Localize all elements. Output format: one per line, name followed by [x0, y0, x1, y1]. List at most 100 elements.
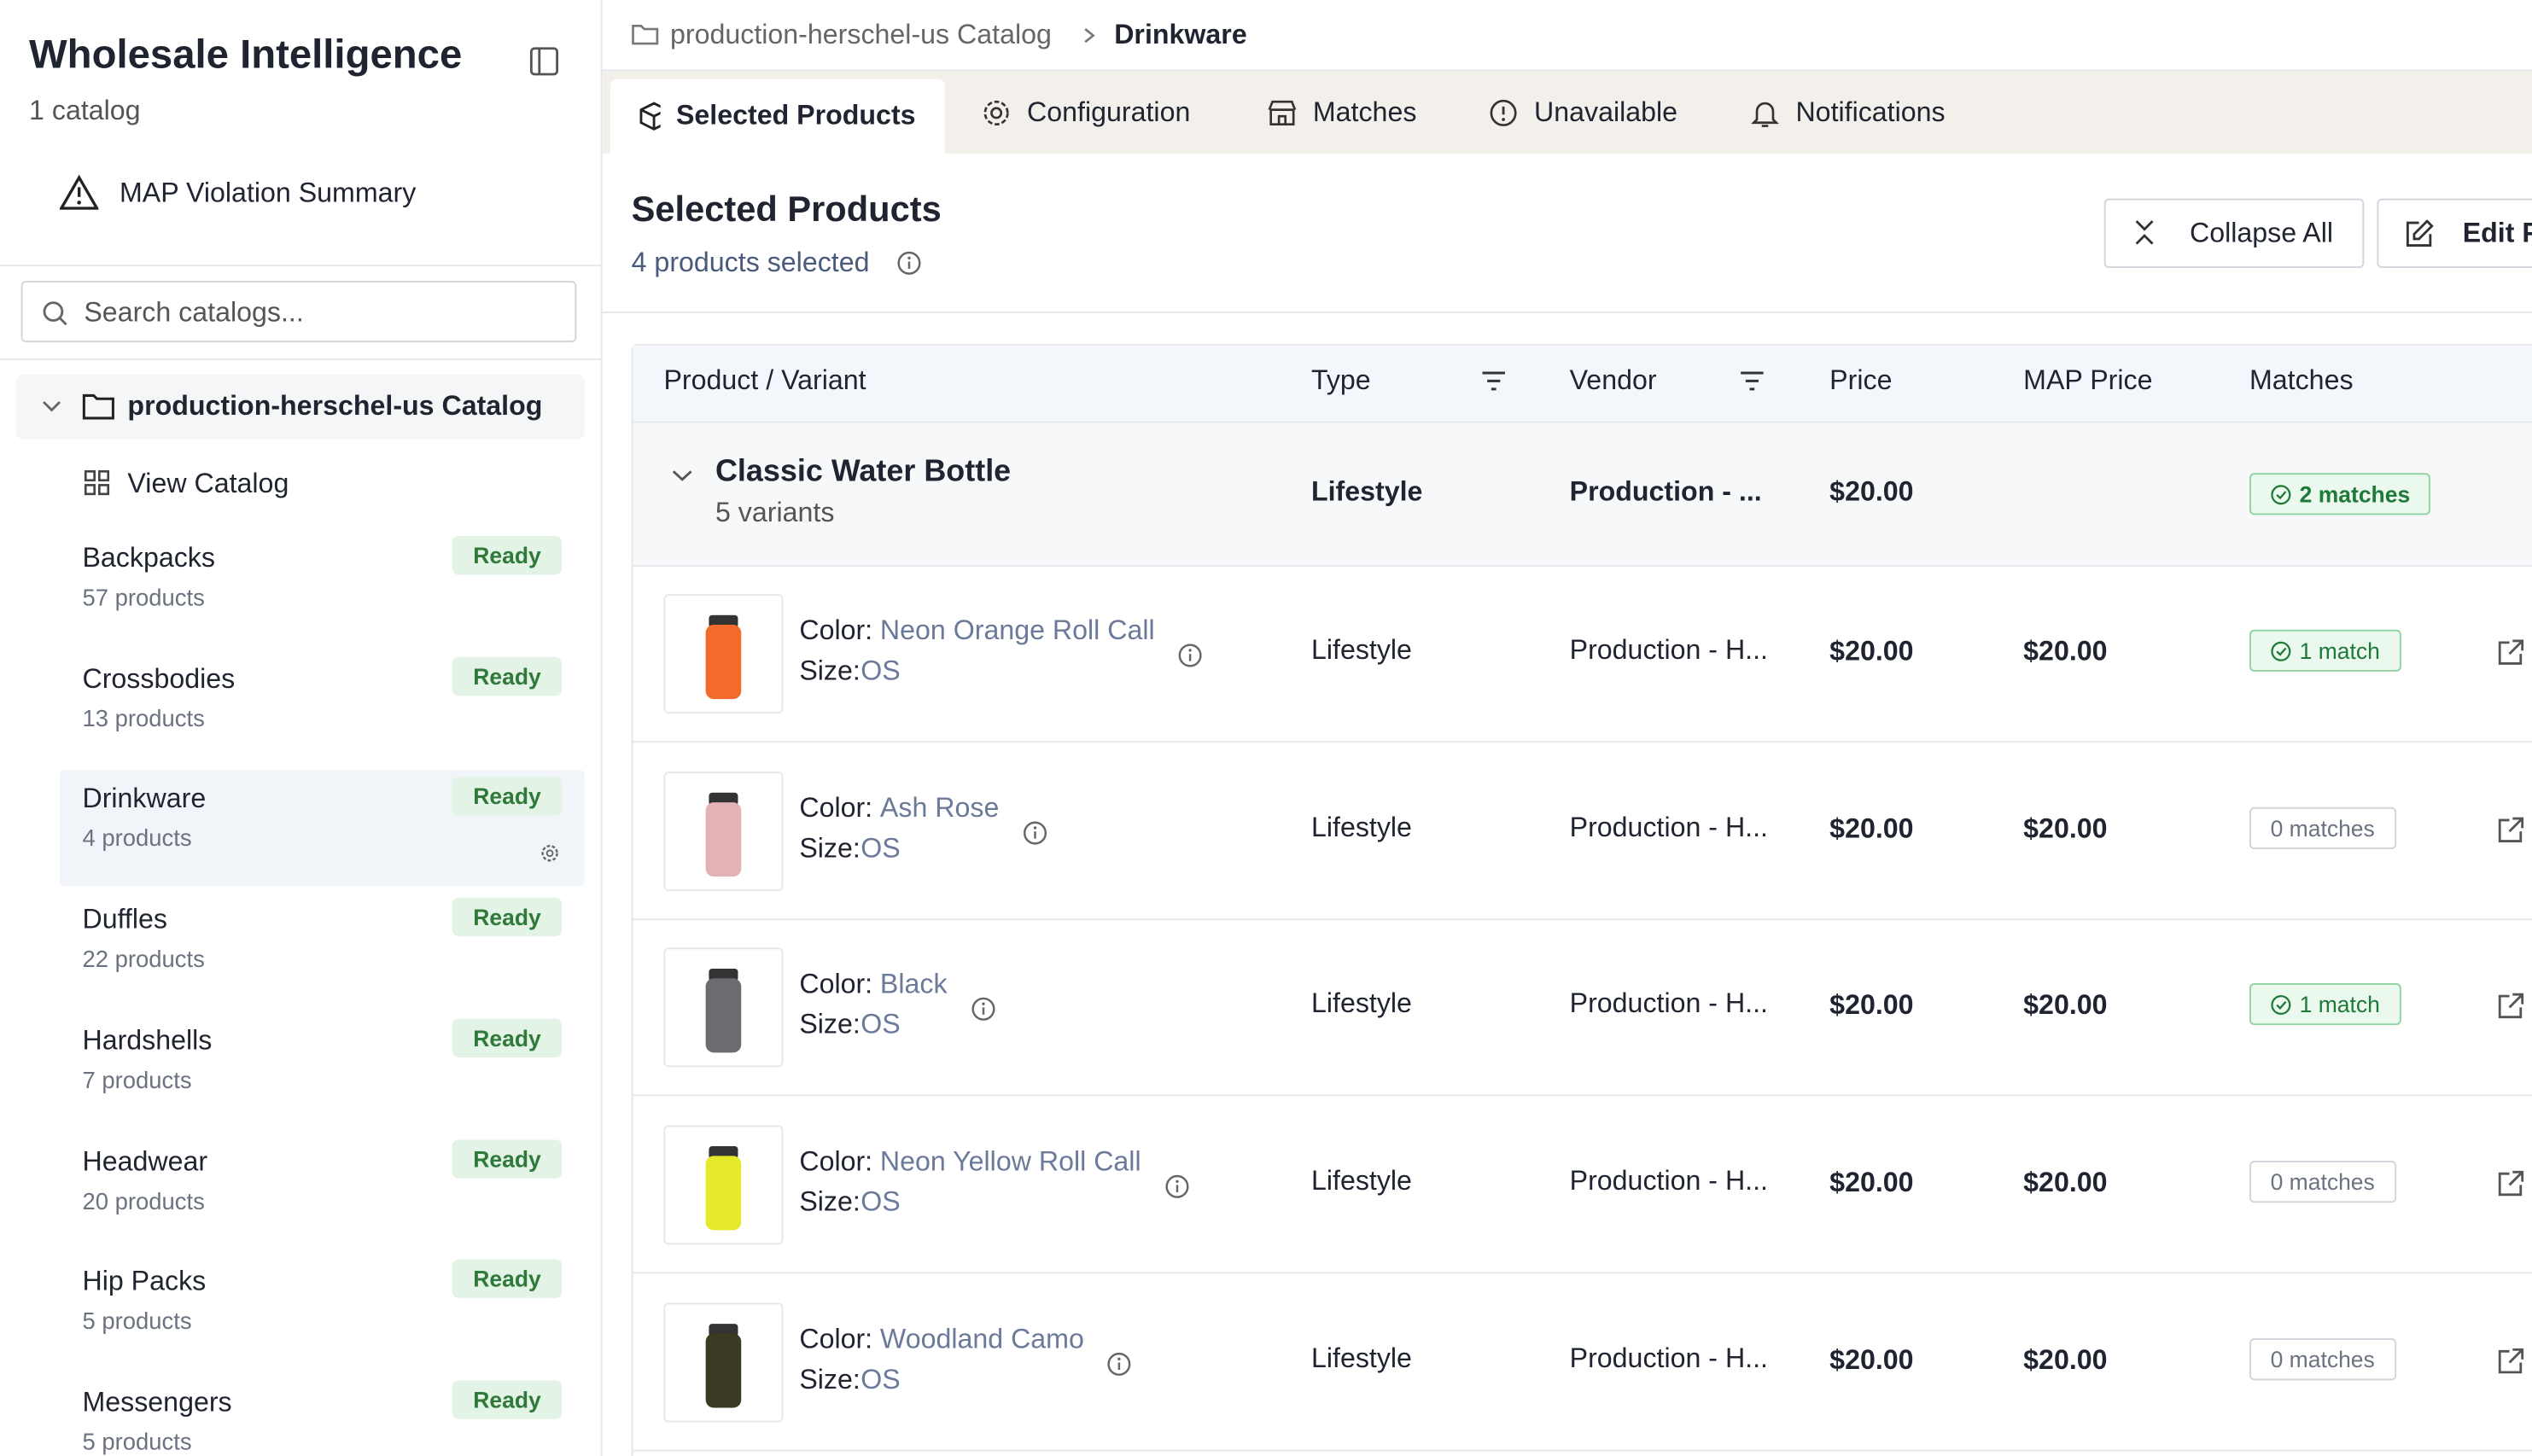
- size-value: OS: [861, 1364, 901, 1395]
- tab-icon: [1751, 102, 1779, 127]
- status-badge: Ready: [452, 1380, 563, 1419]
- settings-icon: [541, 845, 558, 863]
- category-item[interactable]: Duffles 22 products Ready: [60, 891, 585, 1007]
- category-name: Hip Packs: [82, 1266, 207, 1297]
- collapse-all-button[interactable]: Collapse All: [2103, 198, 2365, 269]
- category-item[interactable]: Drinkware 4 products Ready: [59, 771, 585, 888]
- filter-icon: [1741, 371, 1764, 391]
- size-value: OS: [861, 655, 901, 686]
- matches-badge[interactable]: 0 matches: [2249, 1337, 2396, 1380]
- cell: Production - ...: [1569, 476, 1762, 507]
- cell: Production - H...: [1569, 811, 1768, 842]
- tab-icon: [1490, 99, 1517, 126]
- category-item[interactable]: Messengers 5 products Ready: [60, 1374, 585, 1456]
- sidebar: Wholesale Intelligence 1 catalog MAP Vio…: [0, 0, 603, 1456]
- view-catalog[interactable]: View Catalog: [127, 468, 289, 499]
- group-row: [633, 422, 2532, 567]
- product-name: Classic Water Bottle: [715, 455, 1012, 490]
- bottle: [705, 1146, 742, 1231]
- tab[interactable]: Notifications: [1721, 79, 1985, 148]
- cell: Production - H...: [1569, 988, 1768, 1020]
- category-item[interactable]: Hardshells 7 products Ready: [60, 1012, 585, 1128]
- category-count: 57 products: [82, 585, 205, 612]
- badge-label: 2 matches: [2299, 480, 2411, 507]
- color-label: Color:: [799, 792, 873, 824]
- tab[interactable]: Configuration: [953, 79, 1231, 148]
- expand-icon: [672, 470, 692, 481]
- search-box[interactable]: Search catalogs...: [20, 281, 577, 343]
- row-divider: [633, 741, 2532, 743]
- check-icon: [2271, 640, 2291, 661]
- catalog-name: production-herschel-us Catalog: [127, 390, 543, 422]
- size-label: Size:: [799, 1186, 861, 1218]
- edit-button[interactable]: Edit P: [2377, 198, 2532, 269]
- category-item[interactable]: Crossbodies 13 products Ready: [60, 650, 585, 766]
- row-divider: [633, 1449, 2532, 1452]
- size-value: OS: [861, 1009, 901, 1040]
- status-badge: Ready: [452, 536, 563, 575]
- category-name: Headwear: [82, 1145, 208, 1177]
- column-header: MAP Price: [2023, 364, 2153, 396]
- matches-badge[interactable]: 0 matches: [2249, 807, 2396, 849]
- status-badge: Ready: [452, 777, 563, 816]
- color-label: Color:: [799, 1323, 873, 1354]
- color-value: Neon Orange Roll Call: [879, 614, 1155, 646]
- size-label: Size:: [799, 1364, 861, 1395]
- category-name: Crossbodies: [82, 662, 236, 694]
- color-label: Color:: [799, 1146, 873, 1178]
- product-thumbnail: [663, 771, 784, 891]
- tab-label: Configuration: [1027, 96, 1191, 128]
- cell: Lifestyle: [1310, 811, 1412, 842]
- column-header: Matches: [2249, 364, 2354, 396]
- category-item[interactable]: Backpacks 57 products Ready: [60, 529, 585, 645]
- size-label: Size:: [799, 832, 861, 864]
- color-value: Ash Rose: [879, 792, 1000, 824]
- info-icon: [1023, 820, 1047, 844]
- collapse-sidebar[interactable]: [529, 47, 559, 76]
- size-label: Size:: [799, 655, 861, 686]
- column-header: Product / Variant: [663, 364, 866, 396]
- row-divider: [633, 917, 2532, 920]
- category-item[interactable]: Headwear 20 products Ready: [60, 1133, 585, 1249]
- matches-badge[interactable]: 2 matches: [2249, 473, 2431, 515]
- category-count: 22 products: [82, 947, 205, 974]
- cell: $20.00: [1829, 636, 1914, 667]
- cell: Lifestyle: [1310, 1342, 1412, 1374]
- tab[interactable]: Unavailable: [1460, 79, 1712, 148]
- map-link[interactable]: MAP Violation Summary: [119, 178, 417, 209]
- column-header: Vendor: [1569, 364, 1657, 396]
- bottle: [705, 792, 742, 877]
- breadcrumb-link[interactable]: production-herschel-us Catalog: [670, 19, 1052, 50]
- matches-badge[interactable]: 1 match: [2249, 983, 2401, 1026]
- info-icon: [1107, 1352, 1131, 1376]
- cell: $20.00: [2023, 1167, 2108, 1198]
- tab-icon: [1268, 100, 1297, 125]
- product-thumbnail: [663, 1125, 784, 1245]
- category-item[interactable]: Hip Packs 5 products Ready: [60, 1253, 585, 1369]
- external-link: [2498, 993, 2524, 1019]
- bottle: [705, 1323, 742, 1408]
- divider: [0, 265, 601, 267]
- tab-label: Notifications: [1795, 96, 1946, 128]
- cell: $20.00: [2023, 990, 2108, 1022]
- tab-label: Matches: [1312, 96, 1417, 128]
- info-icon: [1178, 644, 1202, 667]
- tab[interactable]: Selected Products: [610, 79, 945, 154]
- external-link: [2498, 1171, 2524, 1197]
- tab[interactable]: Matches: [1238, 79, 1452, 148]
- cell: $20.00: [2023, 1344, 2108, 1376]
- product-thumbnail: [663, 594, 784, 714]
- status-badge: Ready: [452, 656, 563, 696]
- catalog-item[interactable]: production-herschel-us Catalog: [15, 374, 585, 440]
- check-icon: [2271, 484, 2291, 504]
- category-name: Duffles: [82, 904, 167, 935]
- variant-count: 5 variants: [715, 497, 835, 528]
- matches-badge[interactable]: 1 match: [2249, 629, 2401, 672]
- external-link: [2498, 1348, 2524, 1373]
- category-name: Drinkware: [82, 783, 207, 815]
- badge-label: 0 matches: [2270, 814, 2375, 841]
- color-value: Woodland Camo: [879, 1323, 1084, 1354]
- matches-badge[interactable]: 0 matches: [2249, 1161, 2396, 1203]
- cell: $20.00: [1829, 1344, 1914, 1376]
